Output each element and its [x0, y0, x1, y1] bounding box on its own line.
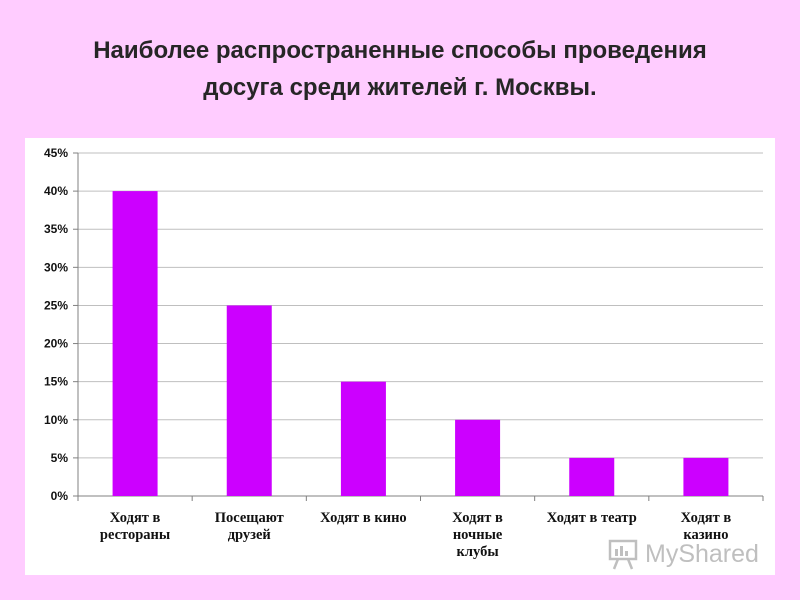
- y-tick-label: 20%: [44, 337, 68, 351]
- y-tick-label: 30%: [44, 260, 68, 274]
- y-tick-label: 25%: [44, 298, 68, 312]
- title-line-1: Наиболее распространенные способы провед…: [93, 37, 707, 64]
- bar: [455, 419, 501, 496]
- x-category-label: Ходят в театр: [536, 510, 648, 527]
- x-category-label-line: клубы: [456, 544, 499, 560]
- bar: [226, 305, 272, 496]
- y-tick-label: 40%: [44, 184, 68, 198]
- x-category-label-line: Ходят в театр: [546, 510, 637, 526]
- x-category-label: Ходят в казино: [650, 510, 762, 544]
- bar: [683, 457, 729, 496]
- bar: [340, 381, 386, 496]
- x-category-label-line: ночные: [452, 527, 503, 543]
- slide-title: Наиболее распространенные способы провед…: [40, 32, 760, 106]
- x-category-label-line: Ходят в: [109, 510, 161, 526]
- bar: [569, 457, 615, 496]
- y-tick-label: 35%: [44, 222, 68, 236]
- x-category-label-line: Ходят в кино: [320, 510, 407, 526]
- y-tick-label: 15%: [44, 375, 68, 389]
- bar-chart: 0% 5% 10% 15% 20% 25% 30% 35% 40% 45% Ходят в рест…: [25, 138, 775, 575]
- y-tick-label: 5%: [51, 451, 69, 465]
- x-category-label: Ходят в рестораны: [79, 510, 191, 544]
- x-category-label-line: друзей: [227, 527, 271, 543]
- x-category-label: Ходят в ночные клубы: [422, 510, 534, 561]
- y-tick-label: 45%: [44, 146, 68, 160]
- y-tick-label: 10%: [44, 413, 68, 427]
- x-category-label-line: рестораны: [99, 527, 171, 543]
- watermark-text: MyShared: [645, 539, 759, 568]
- watermark: MyShared: [607, 537, 759, 571]
- bar: [112, 191, 158, 496]
- x-category-label-line: Посещают: [214, 510, 284, 526]
- x-category-label: Посещают друзей: [193, 510, 305, 544]
- x-category-label-line: казино: [683, 527, 729, 543]
- x-category-label: Ходят в кино: [307, 510, 419, 527]
- x-category-label-line: Ходят в: [680, 510, 732, 526]
- chart-canvas: 0% 5% 10% 15% 20% 25% 30% 35% 40% 45%: [44, 146, 764, 503]
- title-line-2: досуга среди жителей г. Москвы.: [203, 74, 597, 101]
- y-tick-label: 0%: [51, 489, 69, 503]
- x-category-label-line: Ходят в: [452, 510, 503, 526]
- presentation-board-icon: [608, 539, 638, 570]
